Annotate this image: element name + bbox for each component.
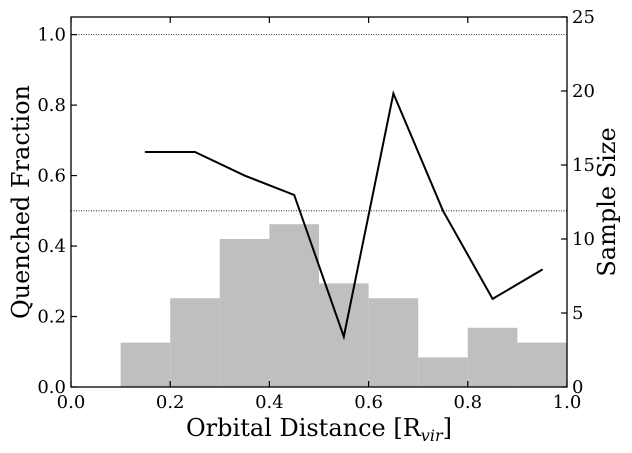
line-point (392, 92, 395, 95)
y-right-tick-label: 20 (572, 81, 595, 102)
line-point (491, 298, 494, 300)
y-right-tick-label: 15 (572, 155, 595, 176)
y-right-tick-label: 0 (572, 377, 583, 398)
y-left-tick-label: 0.0 (37, 377, 66, 398)
histogram-bar (418, 357, 468, 387)
line-point (293, 194, 296, 196)
histogram-bar (269, 224, 319, 387)
line-point (442, 210, 444, 212)
x-axis-title: Orbital Distance [Rvir] (186, 414, 452, 445)
quenched-fraction-line (144, 90, 543, 341)
histogram-bar (120, 342, 171, 387)
line-point (343, 335, 345, 338)
line-point (194, 151, 196, 153)
histogram-bar (219, 239, 270, 387)
histogram-bars (120, 224, 567, 387)
x-tick-label: 0.8 (453, 392, 482, 413)
histogram-bar (368, 298, 419, 387)
line-point (243, 174, 246, 177)
y-left-tick-label: 1.0 (37, 25, 66, 46)
x-tick-label: 1.0 (553, 392, 582, 413)
y-right-tick-label: 25 (572, 7, 595, 28)
histogram-bar (467, 327, 518, 387)
y-axis-left-title: Quenched Fraction (7, 85, 35, 319)
histogram-bar (170, 298, 220, 387)
plot-frame (70, 16, 568, 388)
x-tick-label: 0.2 (156, 392, 185, 413)
line-point (144, 151, 147, 153)
y-left-tick-label: 0.8 (37, 95, 66, 116)
y-right-tick-label: 10 (572, 229, 595, 250)
y-left-tick-label: 0.6 (37, 166, 66, 187)
x-tick-label: 0.6 (354, 392, 383, 413)
y-left-tick-label: 0.4 (37, 236, 66, 257)
y-left-tick-label: 0.2 (37, 307, 66, 328)
x-tick-label: 0.4 (255, 392, 284, 413)
y-axis-right-title: Sample Size (593, 127, 621, 276)
reference-lines (71, 34, 567, 212)
x-tick-label: 0.0 (57, 392, 86, 413)
y-right-tick-label: 5 (572, 303, 583, 324)
axis-ticks: 0.0 0.2 0.4 0.6 0.8 1.00.00.20.40.60.81.00510… (37, 7, 595, 413)
line-point (541, 268, 543, 271)
histogram-bar (517, 342, 567, 387)
